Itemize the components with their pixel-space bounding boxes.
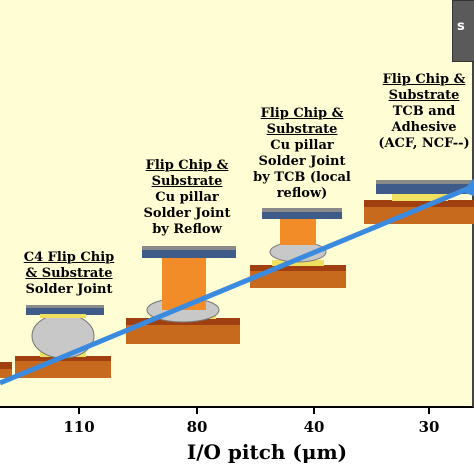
label-adhesive-body-3: (ACF, NCF--): [378, 136, 470, 151]
label-reflow-title-1: Flip Chip &: [145, 158, 229, 173]
label-adhesive-title-2: Substrate: [388, 88, 460, 103]
label-tcb-body-3: by TCB (local: [253, 170, 351, 185]
label-reflow-title-2: Substrate: [151, 174, 223, 189]
label-tcb-body-2: Solder Joint: [258, 154, 346, 169]
x-tick-mark: [428, 408, 430, 414]
x-tick-label: 110: [63, 418, 95, 436]
label-c4-title-2: & Substrate: [25, 266, 113, 281]
trend-line: [0, 183, 474, 386]
x-tick-label: 40: [303, 418, 325, 436]
x-axis-label: I/O pitch (μm): [186, 440, 348, 464]
package-tcb-adhesive: [364, 180, 474, 224]
label-adhesive-body-2: Adhesive: [391, 120, 457, 135]
label-tcb-title-1: Flip Chip &: [260, 106, 344, 121]
x-tick-label: 30: [418, 418, 440, 436]
x-tick-label: 80: [186, 418, 208, 436]
label-reflow-body-3: by Reflow: [152, 222, 222, 237]
label-c4-body-1: Solder Joint: [25, 282, 113, 297]
label-c4-title-1: C4 Flip Chip: [23, 250, 115, 265]
label-tcb-title-2: Substrate: [266, 122, 338, 137]
x-tick-mark: [313, 408, 315, 414]
label-cu-pillar-tcb: Flip Chip & Substrate Cu pillar Solder J…: [253, 106, 351, 202]
label-reflow-body-2: Solder Joint: [143, 206, 231, 221]
trend-arrowhead: [462, 178, 474, 196]
label-adhesive-body-1: TCB and: [392, 104, 456, 119]
legend-text: s: [457, 19, 465, 34]
package-partial-left: [0, 362, 12, 378]
legend-box: s: [452, 0, 474, 62]
label-reflow-body-1: Cu pillar: [155, 190, 219, 205]
package-cu-pillar-tcb: [250, 208, 346, 288]
label-adhesive-title-1: Flip Chip &: [382, 72, 466, 87]
x-tick-mark: [78, 408, 80, 414]
x-tick-mark: [196, 408, 198, 414]
label-tcb-body-1: Cu pillar: [270, 138, 334, 153]
package-cu-pillar-reflow: [126, 246, 240, 344]
label-cu-pillar-reflow: Flip Chip & Substrate Cu pillar Solder J…: [144, 158, 231, 238]
label-tcb-body-4: reflow): [276, 186, 328, 201]
label-c4-solder-joint: C4 Flip Chip & Substrate Solder Joint: [24, 250, 114, 298]
label-tcb-adhesive: Flip Chip & Substrate TCB and Adhesive (…: [378, 72, 469, 152]
